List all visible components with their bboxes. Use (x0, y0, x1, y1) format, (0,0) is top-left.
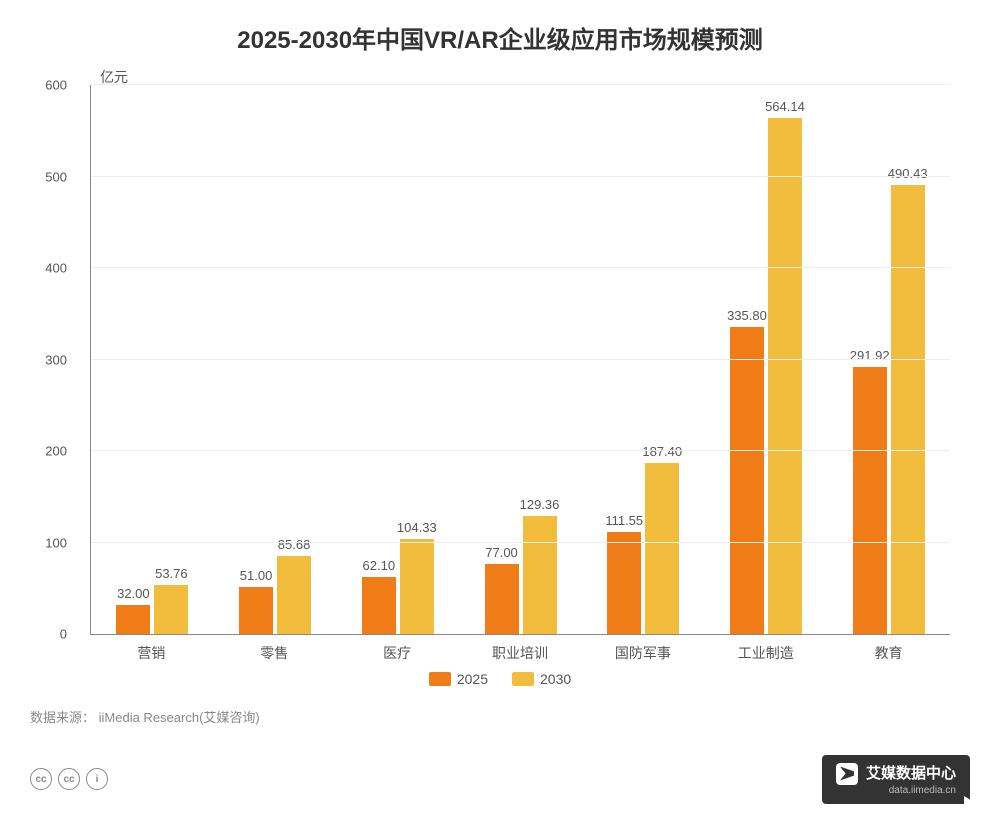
bar: 85.68 (277, 556, 311, 634)
bar: 53.76 (154, 585, 188, 634)
y-tick-label: 400 (45, 261, 67, 276)
bar: 335.80 (730, 327, 764, 634)
x-tick-label: 教育 (827, 635, 950, 665)
y-tick-label: 500 (45, 169, 67, 184)
x-tick-label: 医疗 (336, 635, 459, 665)
brand-logo-icon (836, 763, 858, 785)
gridline (91, 450, 950, 451)
bar-value-label: 104.33 (397, 520, 437, 539)
bar-groups: 32.0053.7651.0085.6862.10104.3377.00129.… (91, 85, 950, 634)
bar-group: 77.00129.36 (459, 85, 582, 634)
bar-value-label: 85.68 (278, 537, 311, 556)
bar: 187.40 (645, 463, 679, 634)
source-label: 数据来源： (30, 710, 95, 725)
legend: 2025 2030 (30, 671, 970, 687)
bar: 77.00 (485, 564, 519, 634)
bar: 490.43 (891, 185, 925, 634)
bar: 62.10 (362, 577, 396, 634)
source-text: iiMedia Research(艾媒咨询) (99, 710, 260, 725)
bar-group: 51.0085.68 (214, 85, 337, 634)
plot-area: 亿元 32.0053.7651.0085.6862.10104.3377.001… (90, 75, 950, 665)
footer: cc cc i 艾媒数据中心 data.iimedia.cn (30, 755, 970, 805)
bar-value-label: 77.00 (485, 545, 518, 564)
x-tick-label: 国防军事 (581, 635, 704, 665)
legend-label: 2030 (540, 671, 571, 687)
license-icons: cc cc i (30, 768, 108, 790)
bar-value-label: 129.36 (520, 497, 560, 516)
x-tick-label: 营销 (90, 635, 213, 665)
bar-group: 62.10104.33 (336, 85, 459, 634)
bar-value-label: 187.40 (642, 444, 682, 463)
x-tick-label: 职业培训 (459, 635, 582, 665)
brand-name: 艾媒数据中心 (866, 765, 956, 782)
legend-swatch (429, 672, 451, 686)
bar-value-label: 53.76 (155, 566, 188, 585)
bar: 291.92 (853, 367, 887, 634)
bar-value-label: 291.92 (850, 348, 890, 367)
gridline (91, 359, 950, 360)
y-tick-label: 100 (45, 535, 67, 550)
bar-value-label: 51.00 (240, 568, 273, 587)
gridline (91, 267, 950, 268)
gridline (91, 176, 950, 177)
x-tick-label: 零售 (213, 635, 336, 665)
legend-swatch (512, 672, 534, 686)
bar-group: 335.80564.14 (705, 85, 828, 634)
legend-item: 2025 (429, 671, 488, 687)
bar-value-label: 111.55 (605, 513, 643, 532)
chart-title: 2025-2030年中国VR/AR企业级应用市场规模预测 (30, 20, 970, 55)
bar: 51.00 (239, 587, 273, 634)
cc-icon: cc (30, 768, 52, 790)
cc-icon: cc (58, 768, 80, 790)
chart-container: 2025-2030年中国VR/AR企业级应用市场规模预测 亿元 32.0053.… (0, 0, 1000, 822)
bar: 111.55 (607, 532, 641, 634)
bar-group: 291.92490.43 (827, 85, 950, 634)
legend-item: 2030 (512, 671, 571, 687)
y-tick-label: 300 (45, 352, 67, 367)
legend-label: 2025 (457, 671, 488, 687)
data-source: 数据来源： iiMedia Research(艾媒咨询) (30, 707, 970, 726)
x-axis: 营销零售医疗职业培训国防军事工业制造教育 (90, 635, 950, 665)
bar-value-label: 62.10 (363, 558, 396, 577)
brand-url: data.iimedia.cn (859, 785, 956, 797)
bar: 564.14 (768, 118, 802, 634)
bar: 32.00 (116, 605, 150, 634)
gridline (91, 84, 950, 85)
plot: 32.0053.7651.0085.6862.10104.3377.00129.… (90, 85, 950, 635)
bar-value-label: 564.14 (765, 99, 805, 118)
bar-group: 32.0053.76 (91, 85, 214, 634)
y-tick-label: 200 (45, 444, 67, 459)
y-tick-label: 600 (45, 78, 67, 93)
y-tick-label: 0 (60, 627, 67, 642)
info-icon: i (86, 768, 108, 790)
gridline (91, 542, 950, 543)
bar-value-label: 32.00 (117, 586, 150, 605)
bar: 104.33 (400, 539, 434, 634)
brand-badge: 艾媒数据中心 data.iimedia.cn (822, 755, 970, 805)
bar-value-label: 335.80 (727, 308, 767, 327)
bar-group: 111.55187.40 (582, 85, 705, 634)
x-tick-label: 工业制造 (704, 635, 827, 665)
brand-play-icon (964, 796, 974, 808)
bar: 129.36 (523, 516, 557, 634)
